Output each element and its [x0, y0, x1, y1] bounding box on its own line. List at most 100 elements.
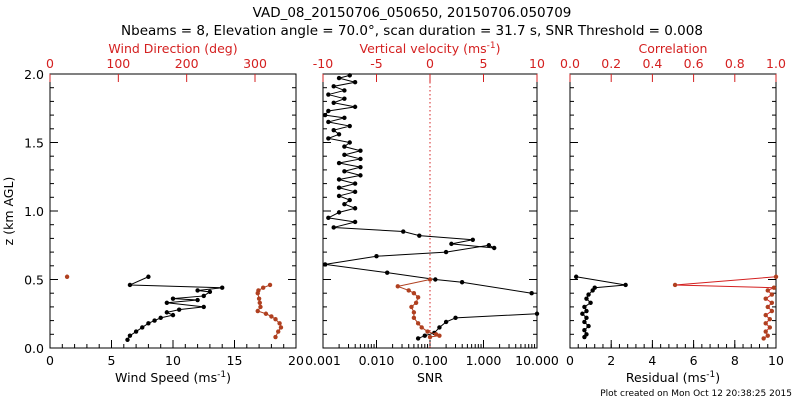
x-tick-label: 10: [165, 353, 181, 368]
vertical-data-point: [492, 245, 497, 251]
vertical-data-point: [415, 336, 421, 341]
x-axis-label-text: SNR: [417, 370, 443, 385]
vertical-data-point: [342, 96, 347, 101]
x-axis-label: Wind Speed (ms-1): [115, 370, 231, 385]
vertical-data-point: [395, 284, 400, 289]
vertical-data-point: [406, 288, 411, 293]
x-tick-label: 15: [227, 353, 243, 368]
vertical-data-point: [459, 280, 465, 285]
residual-data-point: [586, 292, 591, 297]
vertical-data-point: [347, 197, 352, 203]
vertical-data-point: [534, 311, 540, 316]
vertical-data-point: [453, 315, 458, 321]
vertical-data-point: [342, 88, 347, 93]
x-tick-label: 8: [731, 353, 739, 368]
residual-data-point: [769, 300, 775, 305]
vertical-data-point: [326, 108, 331, 114]
residual-data-point: [771, 285, 777, 290]
vertical-series-line: [396, 279, 442, 338]
wind-data-point: [273, 317, 278, 322]
residual-data-point: [588, 300, 593, 305]
wind-data-point: [64, 274, 70, 279]
residual-data-point: [672, 282, 678, 288]
top-axis-label: Vertical velocity (ms-1): [359, 41, 500, 56]
vertical-data-point: [347, 123, 352, 129]
vertical-data-point: [336, 132, 342, 137]
residual-data-point: [584, 296, 589, 301]
residual-frame: [569, 73, 777, 349]
title-line-2: Nbeams = 8, Elevation angle = 70.0°, sca…: [121, 23, 703, 39]
vertical-data-point: [443, 249, 449, 255]
wind-data-point: [158, 315, 163, 321]
vertical-data-point: [331, 127, 336, 133]
residual-data-point: [763, 296, 768, 301]
vertical-data-point: [331, 100, 336, 105]
wind-data-point: [201, 304, 206, 310]
wind-data-point: [127, 282, 133, 288]
wind-data-point: [278, 325, 284, 330]
x-tick-label: 1.000: [466, 353, 502, 368]
title-line-1: VAD_08_20150706_050650, 20150706.050709: [253, 5, 572, 21]
residual-data-point: [769, 308, 775, 314]
vertical-data-point: [342, 169, 347, 174]
y-tick-label: 0.0: [24, 341, 44, 356]
x-tick-label: 0: [566, 353, 574, 368]
vertical-data-point: [336, 210, 342, 215]
x-tick-label: 0: [46, 353, 54, 368]
residual-data-point: [773, 274, 779, 279]
vertical-data-point: [326, 119, 331, 125]
vertical-data-point: [433, 277, 438, 282]
residual-data-point: [765, 304, 770, 310]
top-tick-label: 0.0: [560, 56, 580, 71]
wind-data-point: [164, 310, 170, 315]
residual-data-point: [582, 319, 587, 325]
vertical-data-point: [415, 295, 421, 300]
vertical-data-point: [326, 136, 331, 141]
vertical-data-point: [411, 315, 417, 321]
wind-data-point: [273, 334, 278, 340]
x-axis-label-superscript: -1: [706, 370, 715, 380]
vertical-data-point: [326, 92, 331, 97]
vertical-data-point: [336, 185, 342, 190]
x-axis-label-end: ): [226, 370, 231, 385]
vertical-data-point: [385, 270, 390, 275]
vertical-data-point: [347, 73, 352, 78]
residual-data-point: [582, 334, 587, 340]
top-tick-label: 0: [426, 56, 434, 71]
vertical-data-point: [443, 319, 449, 325]
top-tick-label: 5: [480, 56, 488, 71]
x-tick-label: 4: [648, 353, 656, 368]
x-axis-label-superscript: -1: [217, 370, 226, 380]
y-tick-label: 1.5: [24, 136, 44, 151]
residual-data-point: [582, 304, 587, 310]
vertical-data-point: [352, 206, 358, 211]
vertical-data-point: [352, 181, 358, 186]
vertical-data-point: [425, 329, 430, 334]
x-tick-label: 2: [607, 353, 615, 368]
vertical-data-point: [437, 333, 442, 338]
x-tick-label: 10: [768, 353, 784, 368]
wind-data-point: [276, 329, 281, 334]
vertical-data-point: [470, 237, 475, 242]
footer: Plot created on Mon Oct 12 20:38:25 2015: [600, 389, 792, 399]
vertical-data-point: [486, 243, 492, 248]
wind-data-point: [146, 321, 151, 326]
wind-data-point: [269, 314, 274, 319]
residual-data-point: [584, 315, 589, 321]
residual-data-point: [765, 288, 770, 293]
vertical-data-point: [433, 332, 439, 337]
vertical-data-point: [331, 84, 336, 89]
wind-data-point: [258, 304, 263, 310]
vertical-data-point: [413, 300, 419, 305]
wind-data-point: [201, 293, 206, 299]
vertical-data-point: [347, 140, 352, 145]
wind-data-point: [263, 311, 269, 316]
top-tick-label: 0.6: [684, 56, 704, 71]
vertical-data-point: [401, 229, 406, 234]
vertical-data-point: [336, 177, 342, 182]
residual-data-point: [623, 282, 628, 288]
wind-series-line: [127, 276, 223, 341]
wind-data-point: [220, 285, 225, 290]
top-tick-label: 1.0: [766, 56, 786, 71]
